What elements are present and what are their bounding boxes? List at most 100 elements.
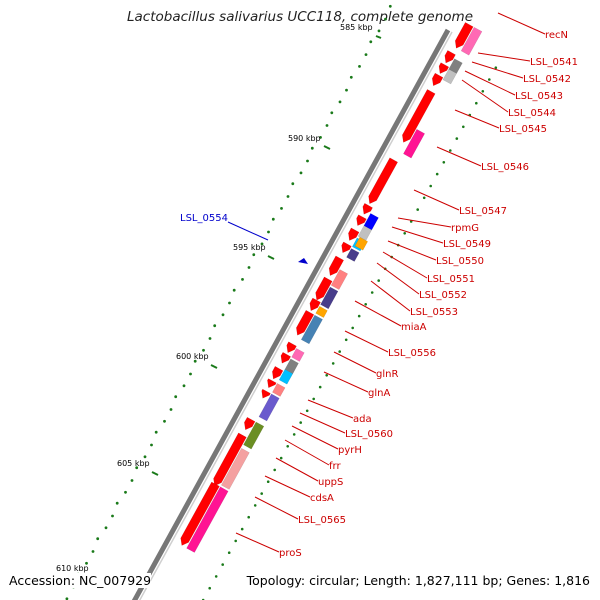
gene-feature[interactable]: [454, 22, 474, 49]
gene-label-group-highlight[interactable]: LSL_0554: [180, 213, 269, 241]
gene-label-group[interactable]: glnA: [323, 371, 390, 399]
gene-label-group[interactable]: LSL_0549: [391, 226, 491, 250]
gene-feature[interactable]: [330, 269, 349, 290]
gene-feature[interactable]: [403, 128, 426, 159]
gene-feature[interactable]: [291, 348, 305, 362]
gene-label[interactable]: proS: [279, 548, 302, 559]
gene-label-group[interactable]: cdsA: [264, 475, 334, 504]
gene-label-group[interactable]: LSL_0544: [461, 79, 556, 119]
gene-feature[interactable]: [243, 421, 265, 450]
gene-feature[interactable]: [402, 89, 436, 143]
gc-dot: [462, 125, 465, 129]
gene-label[interactable]: recN: [545, 30, 568, 41]
gc-dot: [208, 337, 212, 340]
gene-feature[interactable]: [244, 416, 256, 431]
gene-feature[interactable]: [362, 202, 373, 215]
gene-label[interactable]: LSL_0553: [410, 307, 458, 318]
gene-label[interactable]: cdsA: [310, 493, 334, 504]
gene-label[interactable]: LSL_0545: [499, 124, 547, 135]
gene-label[interactable]: LSL_0552: [419, 290, 467, 301]
gene-label[interactable]: LSL_0560: [345, 429, 393, 440]
gene-label[interactable]: LSL_0542: [523, 74, 571, 85]
gene-label[interactable]: uppS: [318, 477, 343, 488]
gene-label[interactable]: LSL_0543: [515, 91, 563, 102]
gc-dot: [247, 266, 251, 269]
gene-feature[interactable]: [278, 369, 294, 385]
gene-label[interactable]: LSL_0541: [530, 57, 578, 68]
gene-feature[interactable]: [328, 255, 345, 276]
gene-feature[interactable]: [272, 365, 284, 380]
gene-label-group[interactable]: LSL_0545: [454, 109, 547, 135]
gene-feature[interactable]: [315, 276, 333, 301]
gene-label[interactable]: LSL_0550: [436, 256, 484, 267]
gc-dot: [228, 301, 231, 305]
gene-label-group[interactable]: ada: [307, 399, 372, 425]
gene-label[interactable]: rpmG: [451, 223, 479, 234]
gene-label[interactable]: LSL_0544: [508, 108, 556, 119]
gene-label-group[interactable]: LSL_0543: [464, 70, 563, 102]
gene-label-group[interactable]: LSL_0565: [254, 496, 346, 526]
gene-feature[interactable]: [261, 388, 271, 399]
gene-feature[interactable]: [320, 286, 339, 310]
gene-label-group[interactable]: frr: [284, 439, 341, 472]
gene-feature[interactable]: [357, 225, 373, 241]
gene-label-highlight[interactable]: LSL_0554: [180, 213, 228, 224]
gene-feature[interactable]: [280, 351, 292, 364]
gene-label[interactable]: LSL_0556: [388, 348, 436, 359]
gene-label-group[interactable]: LSL_0553: [370, 280, 458, 318]
gene-feature[interactable]: [180, 481, 220, 546]
gene-feature[interactable]: [341, 241, 352, 254]
gene-label-group[interactable]: LSL_0542: [471, 61, 571, 85]
gene-label-group[interactable]: glnR: [333, 351, 398, 380]
gene-feature[interactable]: [431, 72, 444, 87]
gc-dot: [291, 182, 295, 186]
gene-label[interactable]: glnR: [376, 369, 398, 380]
gene-feature[interactable]: [220, 447, 250, 490]
gene-feature[interactable]: [186, 486, 229, 553]
gene-label[interactable]: LSL_0551: [427, 274, 475, 285]
gene-label-group[interactable]: pyrH: [291, 425, 362, 456]
gene-label-group[interactable]: LSL_0552: [376, 262, 467, 301]
gene-feature[interactable]: [272, 383, 286, 397]
gene-label[interactable]: LSL_0549: [443, 239, 491, 250]
gene-feature[interactable]: [354, 236, 369, 251]
gene-label-group[interactable]: LSL_0550: [387, 240, 484, 267]
gene-label[interactable]: LSL_0565: [298, 515, 346, 526]
gc-dot: [331, 362, 335, 365]
gene-feature[interactable]: [309, 297, 321, 312]
gene-label[interactable]: glnA: [368, 388, 390, 399]
gene-feature[interactable]: [442, 68, 457, 85]
gene-feature[interactable]: [267, 378, 277, 389]
gene-feature[interactable]: [315, 305, 328, 318]
gene-feature[interactable]: [258, 393, 280, 422]
gene-label-group[interactable]: LSL_0541: [477, 52, 578, 68]
gene-feature[interactable]: [213, 432, 247, 487]
gene-feature[interactable]: [444, 50, 456, 64]
gene-feature[interactable]: [346, 248, 360, 262]
gene-feature[interactable]: [460, 26, 483, 56]
gene-feature[interactable]: [286, 341, 297, 354]
gene-label[interactable]: miaA: [401, 322, 427, 333]
gene-label-group[interactable]: uppS: [275, 457, 343, 488]
gene-label[interactable]: pyrH: [338, 445, 362, 456]
gene-label[interactable]: LSL_0546: [481, 162, 529, 173]
gene-label-group[interactable]: LSL_0546: [436, 146, 529, 173]
gene-label[interactable]: frr: [329, 461, 341, 472]
gene-label-group[interactable]: LSL_0556: [344, 330, 436, 359]
gene-label-group[interactable]: LSL_0551: [382, 251, 475, 285]
gene-feature[interactable]: [438, 62, 450, 74]
gene-feature[interactable]: [368, 157, 399, 205]
gc-dot: [364, 53, 368, 56]
gene-label-group[interactable]: LSL_0547: [413, 189, 507, 217]
gene-feature[interactable]: [300, 314, 323, 345]
gene-label-group[interactable]: recN: [497, 12, 568, 41]
gene-feature[interactable]: [356, 214, 367, 226]
gene-feature[interactable]: [296, 309, 315, 336]
gene-label[interactable]: LSL_0547: [459, 206, 507, 217]
gene-label-group[interactable]: rpmG: [397, 217, 479, 234]
gene-label-group[interactable]: LSL_0560: [299, 412, 393, 440]
gene-label-group[interactable]: miaA: [354, 300, 427, 333]
gene-feature[interactable]: [348, 227, 360, 241]
gene-label[interactable]: ada: [353, 414, 372, 425]
gene-label-group[interactable]: proS: [235, 532, 302, 559]
